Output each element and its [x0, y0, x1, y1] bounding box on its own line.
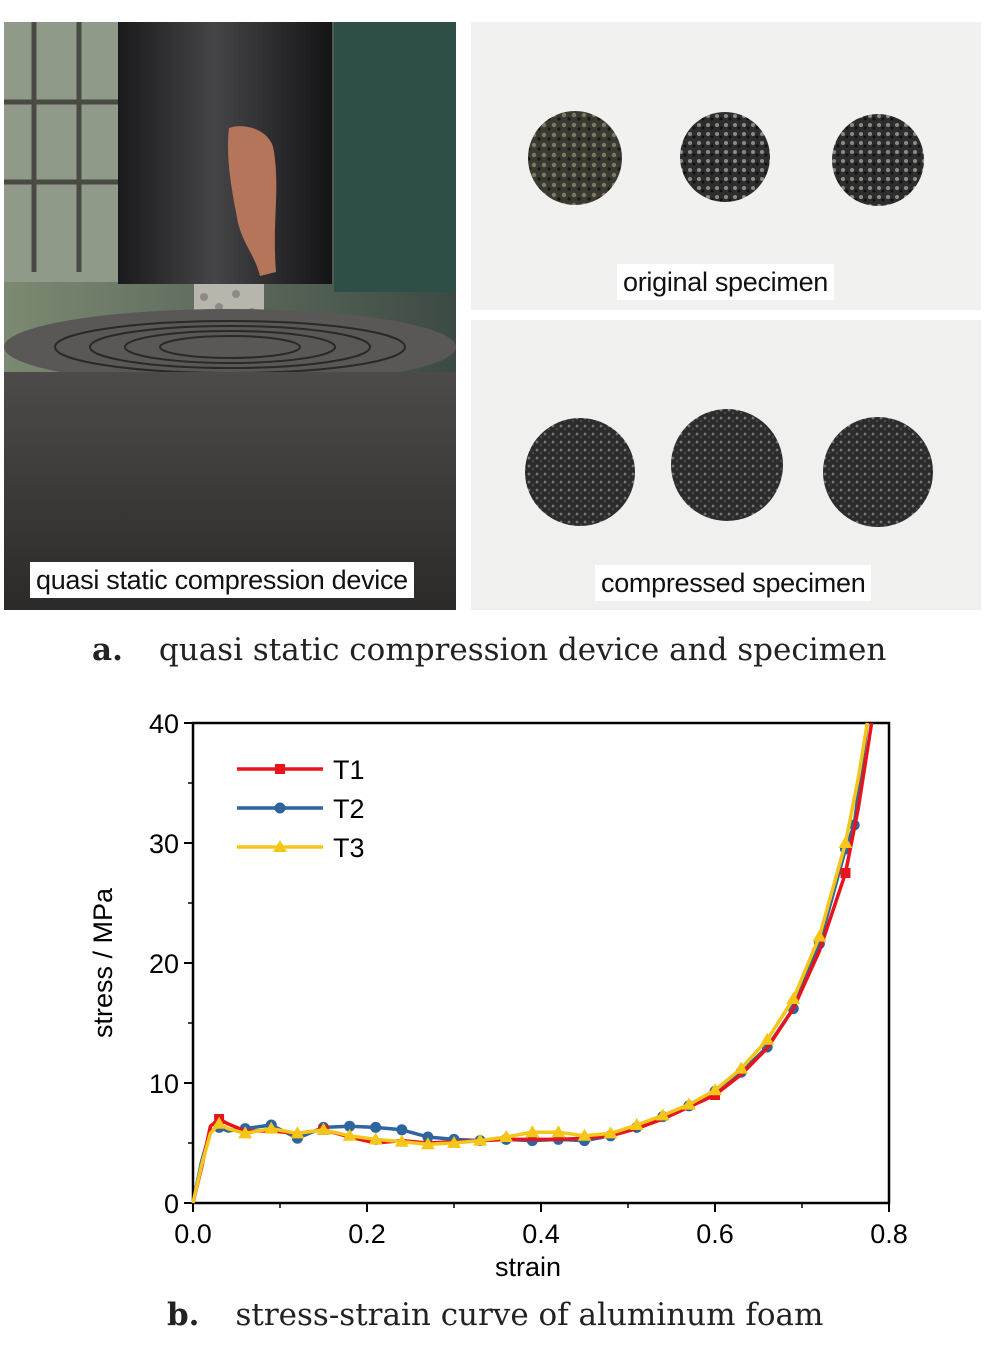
data-point-T3 [212, 1116, 227, 1129]
legend-label-T2: T2 [333, 794, 365, 824]
original-specimen-label: original specimen [617, 264, 835, 300]
legend-marker-T3 [273, 840, 287, 852]
legend-label-T3: T3 [333, 833, 365, 863]
original-specimen-photo: original specimen [471, 22, 981, 310]
x-axis-label: strain [495, 1252, 561, 1282]
y-tick-label: 0 [164, 1189, 179, 1219]
data-point-T3 [420, 1137, 435, 1150]
data-point-T2 [422, 1131, 434, 1143]
caption-a: a. quasi static compression device and sp… [92, 632, 886, 668]
data-point-T1 [840, 868, 851, 878]
data-point-T3 [708, 1083, 722, 1096]
data-point-T3 [473, 1133, 488, 1146]
original-specimens-illustration [528, 111, 924, 206]
data-point-T3 [681, 1097, 696, 1110]
data-point-T3 [812, 929, 827, 942]
caption-a-letter: a. [92, 632, 123, 668]
y-axis-label: stress / MPa [88, 887, 118, 1038]
x-tick-label: 0.4 [522, 1219, 560, 1249]
data-point-T2 [396, 1124, 408, 1136]
x-tick-label: 0.6 [696, 1219, 734, 1249]
data-point-T2 [370, 1121, 382, 1133]
caption-a-text: quasi static compression device and spec… [158, 632, 887, 668]
data-point-T3 [316, 1122, 331, 1135]
data-point-T3 [238, 1126, 253, 1139]
data-point-T3 [525, 1125, 540, 1138]
series-T3 [191, 722, 870, 1204]
data-point-T3 [629, 1118, 644, 1130]
data-point-T3 [447, 1136, 461, 1148]
series-group [191, 722, 874, 1204]
data-point-T3 [734, 1061, 749, 1074]
y-tick-label: 20 [149, 949, 179, 979]
data-point-T2 [344, 1120, 356, 1132]
caption-b-letter: b. [167, 1297, 200, 1333]
legend-marker-T1 [275, 764, 285, 774]
legend-label-T1: T1 [333, 755, 365, 785]
y-tick-label: 30 [149, 829, 179, 859]
compressed-specimen-label: compressed specimen [595, 565, 872, 601]
x-tick-label: 0.0 [174, 1219, 212, 1249]
x-tick-label: 0.8 [870, 1219, 908, 1249]
data-point-T3 [603, 1126, 618, 1139]
stress-strain-chart: 0.0 0.2 0.4 0.6 0.8 0 10 20 30 40 T1 T2 T3 strain s… [88, 709, 908, 1282]
data-point-T3 [264, 1121, 279, 1134]
x-tick-label: 0.2 [348, 1219, 386, 1249]
device-label: quasi static compression device [30, 562, 414, 598]
data-point-T3 [551, 1125, 566, 1138]
data-point-T3 [577, 1128, 592, 1141]
data-point-T3 [655, 1108, 670, 1121]
data-point-T3 [394, 1134, 409, 1147]
compressed-specimens-illustration [525, 409, 933, 527]
caption-b-text: stress-strain curve of aluminum foam [235, 1297, 824, 1333]
axes: 0.0 0.2 0.4 0.6 0.8 0 10 20 30 40 [149, 709, 908, 1249]
data-point-T3 [760, 1032, 775, 1045]
compressed-specimen-photo: compressed specimen [471, 320, 981, 610]
legend: T1 T2 T3 [237, 755, 365, 863]
compression-device-illustration [4, 22, 456, 610]
data-point-T3 [499, 1130, 514, 1142]
caption-b: b. stress-strain curve of aluminum foam [167, 1297, 823, 1333]
data-point-T3 [342, 1128, 357, 1141]
y-tick-label: 10 [149, 1069, 179, 1099]
data-point-T3 [368, 1132, 383, 1145]
y-tick-label: 40 [149, 709, 179, 739]
legend-marker-T2 [274, 802, 286, 814]
data-point-T3 [290, 1126, 305, 1139]
compression-device-photo: quasi static compression device [4, 22, 456, 610]
data-point-T3 [786, 992, 801, 1004]
data-point-T3 [838, 836, 853, 848]
